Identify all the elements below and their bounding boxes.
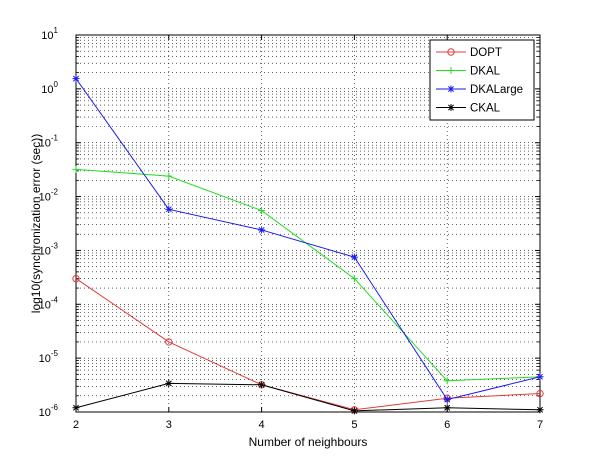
legend-item-dkal: DKAL	[436, 66, 501, 78]
y-tick-label: 10-3	[39, 241, 59, 257]
data-point	[258, 226, 266, 234]
legend-box	[429, 39, 535, 121]
legend-marker	[447, 104, 455, 111]
y-axis-label: log10(synchronization error (sec))	[29, 134, 43, 313]
y-tick-label: 100	[41, 80, 58, 96]
data-point	[165, 205, 173, 213]
x-tick-label: 6	[444, 419, 450, 431]
series-line-ckal	[75, 382, 541, 412]
marker-stroke	[258, 226, 265, 233]
x-tick-label: 5	[351, 419, 357, 431]
marker-stroke	[537, 373, 543, 380]
data-point	[443, 404, 451, 412]
series-dkalarge	[72, 75, 544, 404]
series-dkal	[72, 165, 544, 385]
marker-stroke	[351, 407, 358, 414]
marker-stroke	[351, 254, 358, 261]
data-point	[350, 253, 358, 261]
legend-item-dopt: DOPT	[436, 47, 502, 59]
legend-item-dkalarge: DKALarge	[436, 84, 523, 96]
x-tick-label: 7	[537, 419, 543, 431]
data-point	[72, 404, 80, 412]
legend-item-ckal: CKAL	[436, 103, 501, 115]
marker-stroke	[537, 406, 543, 413]
data-point	[258, 381, 266, 389]
marker-circle	[447, 48, 455, 56]
legend-marker	[447, 48, 455, 56]
marker-stroke	[448, 86, 454, 92]
x-tick-label: 3	[166, 419, 172, 431]
data-point	[536, 373, 544, 381]
y-tick-label: 10-5	[39, 349, 59, 365]
series-ckal	[72, 379, 544, 415]
marker-circle	[536, 389, 544, 398]
data-point	[165, 338, 173, 346]
legend: DOPT DKAL DKALarge CKAL	[429, 39, 535, 121]
data-point	[350, 275, 358, 283]
marker-stroke	[165, 206, 172, 213]
series-layer	[72, 75, 544, 415]
data-point	[536, 406, 544, 414]
legend-label: DOPT	[470, 47, 502, 59]
series-line-dkal	[75, 168, 541, 382]
legend-label: CKAL	[470, 103, 501, 115]
series-line-dkalarge	[75, 78, 541, 401]
legend-marker	[447, 85, 455, 93]
data-point	[350, 407, 358, 415]
marker-circle	[165, 338, 173, 346]
data-point	[443, 396, 451, 404]
marker-stroke	[444, 404, 451, 411]
legend-marker	[447, 67, 455, 74]
data-point	[72, 75, 80, 83]
marker-stroke	[73, 75, 79, 82]
data-point	[165, 172, 173, 180]
data-point	[443, 377, 451, 385]
data-point	[72, 165, 80, 173]
x-axis-label: Number of neighbours	[249, 435, 368, 449]
marker-stroke	[448, 104, 454, 111]
axes-frame	[75, 34, 541, 413]
y-tick-label: 10-2	[39, 188, 59, 204]
y-tick-label: 10-6	[39, 403, 59, 419]
marker-stroke	[73, 404, 79, 411]
legend-label: DKALarge	[470, 84, 523, 96]
y-tick-label: 10-1	[39, 134, 59, 150]
y-tick-label: 101	[41, 26, 58, 42]
axes-box	[75, 34, 541, 413]
y-tick-label: 10-4	[39, 295, 59, 311]
marker-circle	[72, 274, 80, 283]
data-point	[165, 379, 173, 387]
marker-stroke	[258, 381, 265, 388]
data-point	[72, 274, 80, 283]
legend-label: DKAL	[470, 66, 501, 78]
series-line-dopt	[75, 278, 541, 411]
marker-stroke	[165, 380, 172, 387]
data-point	[258, 207, 266, 215]
tick-layer: 2 3 4 5 6 7 10-6 10-5 10-4 10-3 10-2 10-1 100 101	[39, 26, 543, 431]
x-tick-label: 4	[259, 419, 265, 431]
data-point	[536, 389, 544, 398]
marker-stroke	[444, 396, 451, 403]
x-tick-label: 2	[73, 419, 79, 431]
